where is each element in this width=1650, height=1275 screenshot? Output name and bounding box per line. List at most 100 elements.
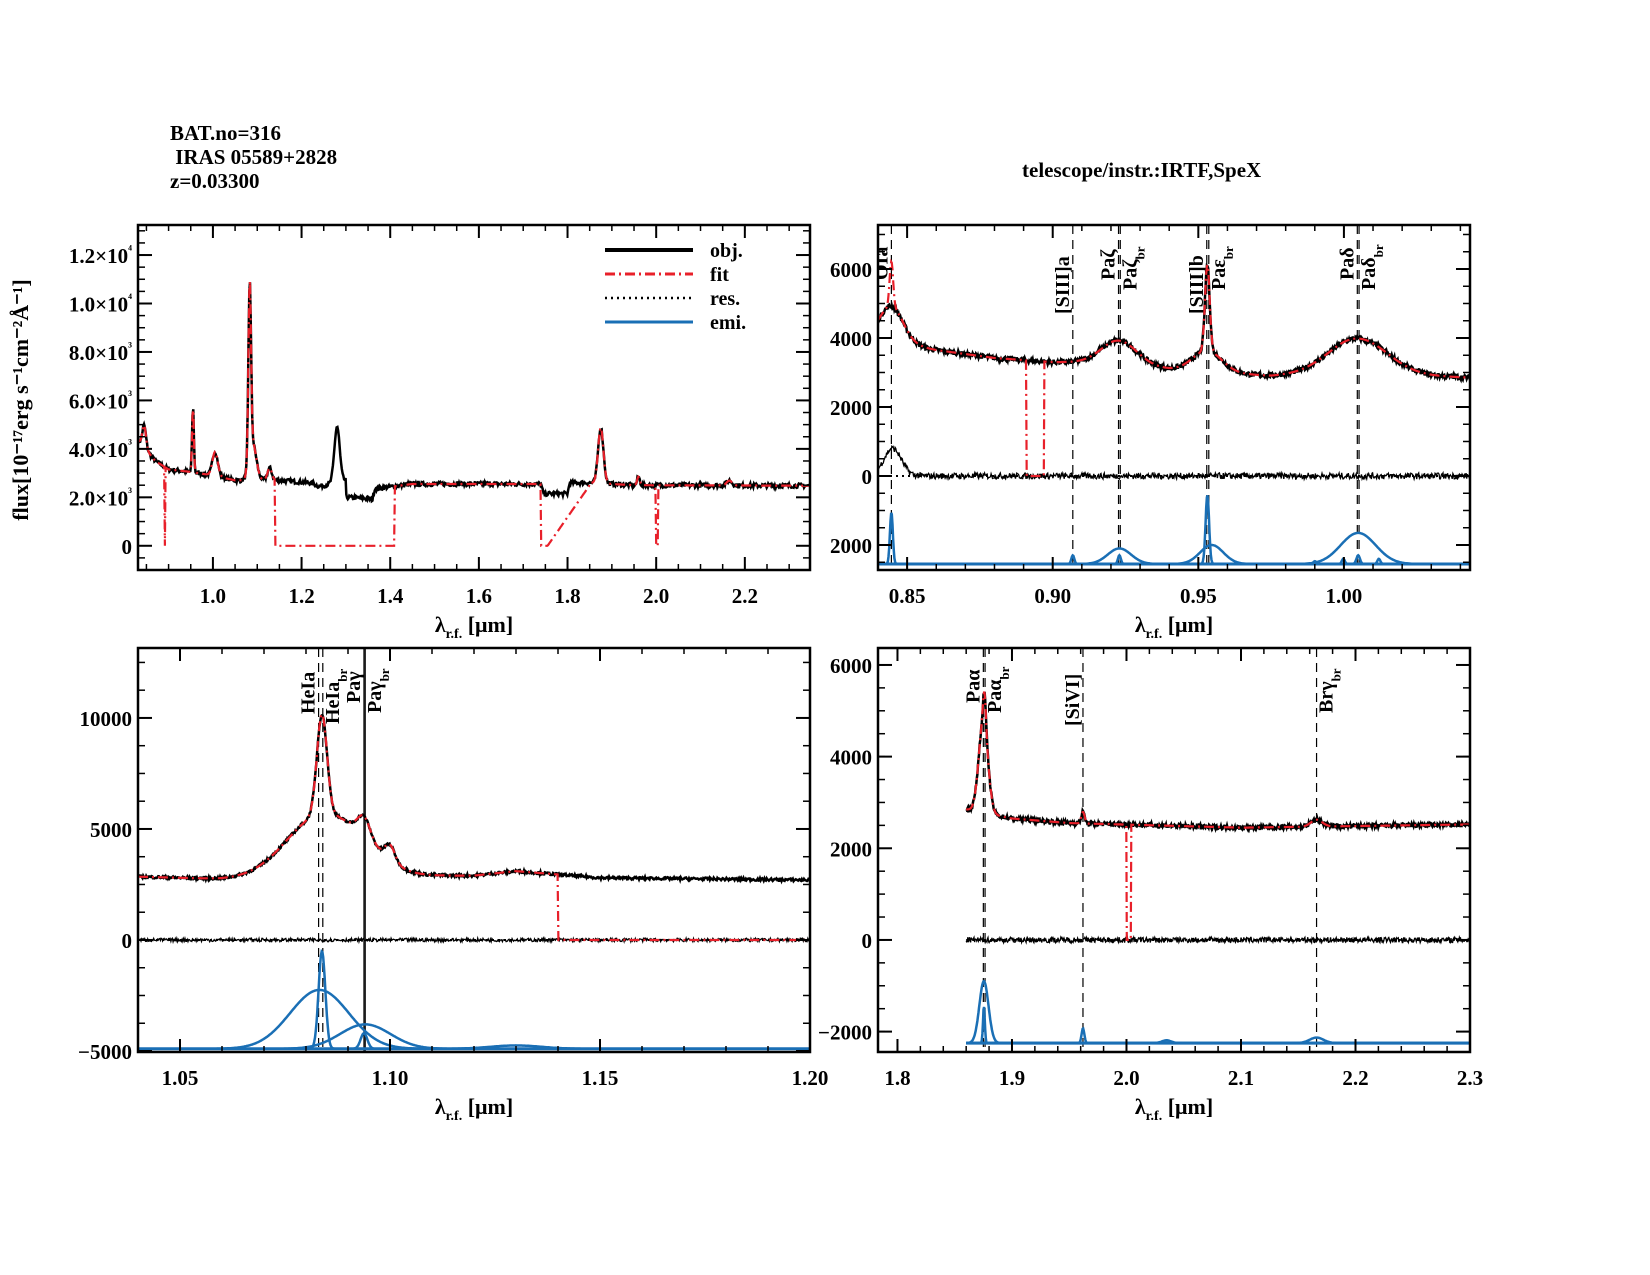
x-tick-label: 1.6: [466, 584, 492, 608]
x-tick-label: 2.3: [1457, 1066, 1483, 1090]
line-label: [SIII]a: [1052, 256, 1074, 314]
y-tick-label: 2000: [830, 837, 872, 861]
line-label: Paγbr: [364, 668, 392, 713]
bat-number: BAT.no=316: [170, 121, 281, 145]
redshift: z=0.03300: [170, 169, 260, 193]
x-axis-label: λr.f. [μm]: [1135, 1094, 1213, 1124]
x-tick-label: 1.2: [288, 584, 314, 608]
residual-line: [878, 444, 1470, 482]
y-tick-label: 4000: [830, 327, 872, 351]
x-tick-label: 2.0: [1113, 1066, 1139, 1090]
line-label: HeIa: [298, 672, 320, 714]
legend-label: fit: [710, 264, 729, 286]
fit-spectrum: [138, 281, 810, 547]
axes-frame: [876, 646, 1472, 1054]
emission-component: [878, 559, 1470, 566]
emission-component: [878, 512, 1470, 566]
y-tick-label: 0: [122, 535, 133, 559]
x-tick-label: 1.05: [162, 1066, 199, 1090]
emission-component: [878, 531, 1470, 566]
line-label: Paα: [962, 670, 984, 703]
residual-line: [965, 934, 1470, 946]
panel-1: 1.0 1.2 1.4 1.6 1.8 2.0 2.2 0 2.0×10³ 4.0×10³ 6.0×…: [69, 223, 812, 642]
y-tick-label: −2000: [818, 1021, 872, 1045]
emission-component: [138, 949, 810, 1051]
legend-label: obj.: [710, 240, 743, 262]
object-spectrum: [965, 691, 1470, 834]
x-tick-label: 2.0: [643, 584, 669, 608]
axes-frame: [136, 646, 812, 1054]
line-label: [SiVI]: [1062, 674, 1084, 726]
panel-4: Paα Paαbr [SiVI] Brγbr 1.8 1.9 2.0 2.1 2.2 2.3 −20…: [818, 646, 1483, 1124]
residual-line: [138, 935, 810, 945]
x-tick-label: 0.95: [1180, 584, 1217, 608]
y-tick-label: 5000: [90, 818, 132, 842]
line-label: Paδ: [1336, 247, 1358, 280]
x-tick-label: 1.8: [554, 584, 580, 608]
y-tick-label: 4.0×10³: [69, 436, 132, 462]
emission-component: [966, 979, 1470, 1045]
x-tick-label: 1.0: [200, 584, 226, 608]
x-tick-label: 1.8: [884, 1066, 910, 1090]
x-tick-label: 0.90: [1034, 584, 1071, 608]
x-tick-label: 0.85: [889, 584, 926, 608]
emission-component: [966, 1006, 1470, 1045]
line-label: Paζbr: [1119, 246, 1147, 290]
y-tick-label: 2000: [830, 396, 872, 420]
x-tick-label: 1.4: [377, 584, 404, 608]
panel-2: OIa [SIII]a Paζ Paζbr [SIII]b Paεbr Paδ Paδbr 0.…: [830, 223, 1472, 642]
object-spectrum: [138, 713, 810, 885]
y-tick-label: 2000: [830, 534, 872, 558]
y-tick-label: 0: [862, 465, 873, 489]
x-tick-label: 2.1: [1228, 1066, 1254, 1090]
y-tick-label: 6.0×10³: [69, 387, 132, 413]
x-tick-label: 1.10: [372, 1066, 409, 1090]
object-spectrum: [878, 263, 1470, 384]
y-tick-label: 1.2×10⁴: [69, 242, 132, 268]
telescope-instrument: telescope/instr.:IRTF,SpeX: [1022, 158, 1261, 182]
y-tick-label: 8.0×10³: [69, 339, 132, 365]
y-tick-label: 10000: [80, 707, 133, 731]
line-label: [SIII]b: [1186, 255, 1208, 314]
line-label: Paζ: [1098, 249, 1120, 280]
fit-spectrum: [138, 713, 810, 942]
y-tick-label: 4000: [830, 746, 872, 770]
y-tick-label: 6000: [830, 654, 872, 678]
line-label: Paεbr: [1208, 246, 1236, 290]
axes-frame: [136, 223, 812, 572]
emission-component: [138, 1023, 810, 1051]
emission-component: [966, 1036, 1470, 1045]
x-tick-label: 1.00: [1326, 584, 1363, 608]
y-tick-label: 0: [862, 929, 873, 953]
object-name: IRAS 05589+2828: [170, 145, 337, 169]
plot-area: Paα Paαbr [SiVI] Brγbr: [962, 648, 1470, 1052]
y-tick-label: 2.0×10³: [69, 484, 132, 510]
y-axis-label: flux[10⁻¹⁷erg s⁻¹cm⁻²Å⁻¹]: [8, 279, 33, 520]
x-tick-label: 1.15: [582, 1066, 619, 1090]
emission-component: [966, 1026, 1470, 1045]
axes-frame: [876, 223, 1472, 572]
fit-spectrum: [965, 691, 1470, 942]
line-label: OIa: [870, 247, 892, 280]
x-tick-label: 2.2: [732, 584, 758, 608]
x-axis-label: λr.f. [μm]: [435, 1094, 513, 1124]
legend: obj. fit res.emi.: [605, 240, 746, 334]
y-tick-label: 6000: [830, 258, 872, 282]
y-tick-label: 0: [122, 929, 133, 953]
emission-component: [878, 495, 1470, 566]
line-label: Paδbr: [1358, 244, 1386, 290]
line-label: HeIabr: [322, 669, 350, 724]
plot-area: [138, 281, 810, 547]
plot-area: OIa [SIII]a Paζ Paζbr [SIII]b Paεbr Paδ Paδbr: [870, 225, 1470, 570]
legend-label: emi.: [710, 312, 746, 334]
emission-component: [138, 988, 810, 1051]
x-tick-label: 1.20: [792, 1066, 829, 1090]
line-label: Brγbr: [1316, 668, 1344, 713]
legend-label: res.: [710, 288, 740, 310]
x-axis-label: λr.f. [μm]: [435, 612, 513, 642]
panels: 1.0 1.2 1.4 1.6 1.8 2.0 2.2 0 2.0×10³ 4.0×10³ 6.0×…: [69, 223, 1483, 1124]
line-label: Paγ: [343, 671, 365, 703]
